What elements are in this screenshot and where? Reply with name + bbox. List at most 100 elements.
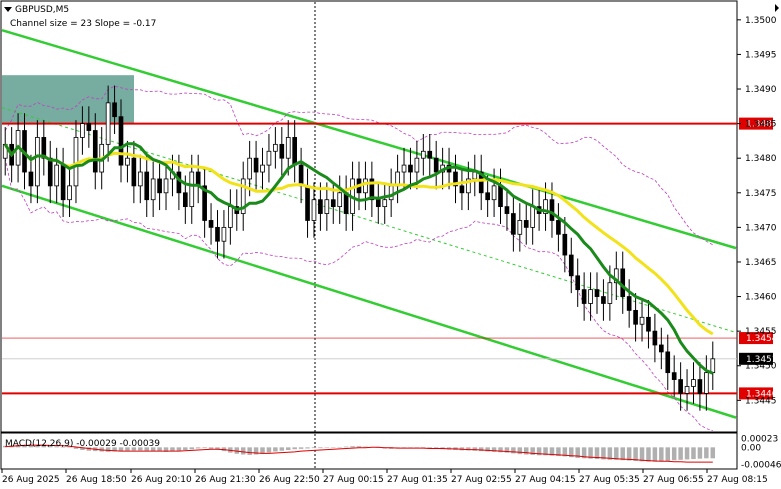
macd-bar [363, 446, 368, 448]
macd-bar [588, 447, 593, 459]
level-tag-bg [739, 387, 773, 400]
macd-bar [710, 447, 716, 459]
scroll-right-icon[interactable] [775, 4, 779, 12]
macd-bar [285, 447, 291, 450]
candle-body [697, 379, 703, 394]
macd-bar [581, 447, 587, 459]
candle-body [472, 171, 478, 180]
macd-bar [427, 447, 433, 449]
macd-bar [485, 447, 490, 452]
macd-label: MACD(12,26,9) -0.00029 -0.00039 [5, 439, 160, 449]
macd-bar [646, 447, 651, 462]
x-tick-label: 26 Aug 21:30 [195, 475, 256, 485]
y-tick-label: 1.3500 [745, 16, 777, 26]
candle-body [144, 171, 150, 201]
candle-body [247, 157, 252, 180]
macd-bar [594, 447, 600, 460]
candle-body [575, 275, 581, 291]
band-upper [4, 85, 713, 246]
level-tag: 1.3485 [746, 120, 778, 130]
macd-bar [138, 447, 143, 451]
macd-bar [240, 447, 246, 455]
candle-body [279, 143, 285, 159]
candle-body [408, 164, 413, 173]
macd-bar [562, 447, 568, 457]
candle-body [562, 233, 568, 256]
candle-body [620, 268, 626, 297]
macd-bar [202, 447, 207, 449]
candle-body [420, 150, 426, 159]
candle-body [607, 282, 613, 304]
macd-bar [80, 447, 85, 450]
macd-bar [176, 447, 182, 451]
candle-body [613, 268, 619, 284]
candle-body [710, 358, 716, 374]
x-tick-label: 27 Aug 08:15 [707, 475, 768, 485]
macd-bar [697, 447, 703, 459]
macd-bar [324, 447, 330, 448]
candle-body [665, 351, 671, 374]
macd-bar [157, 447, 162, 452]
macd-bar [414, 447, 420, 448]
ma-slow-line [3, 143, 714, 336]
macd-bar [530, 447, 535, 455]
macd-bar [260, 447, 265, 454]
current-price-tag: 1.3451 [746, 355, 778, 365]
macd-bar [266, 447, 272, 453]
macd-bar [549, 447, 555, 456]
candle-body [652, 330, 658, 346]
macd-bar [273, 447, 278, 452]
candle-body [28, 171, 34, 187]
candle-body [337, 192, 343, 208]
candle-body [556, 220, 561, 235]
macd-bar [408, 447, 413, 448]
macd-bar [150, 447, 156, 452]
candle-body [221, 226, 227, 242]
candle-body [215, 226, 220, 242]
candle-body [240, 178, 246, 214]
macd-bar [170, 447, 175, 452]
macd-bar [517, 447, 523, 455]
candle-body [318, 199, 323, 214]
level-tag: 1.3454 [746, 334, 778, 344]
candle-body [330, 199, 336, 208]
candle-body [633, 309, 638, 325]
candle-body [671, 372, 677, 380]
candle-body [678, 379, 683, 394]
macd-bar [536, 447, 542, 456]
symbol-menu-icon[interactable] [4, 7, 12, 12]
candle-body [292, 137, 298, 166]
candle-body [86, 123, 92, 131]
y-tick-label: 1.3450 [745, 362, 777, 372]
macd-bar [67, 447, 72, 448]
macd-bar [356, 446, 362, 448]
macd-bar [620, 447, 625, 461]
candle-body [163, 178, 169, 194]
candle-body [67, 185, 72, 201]
macd-bar [678, 447, 683, 460]
macd-bar [234, 447, 240, 454]
macd-signal-line [5, 444, 713, 463]
macd-bar [298, 447, 304, 449]
macd-panel-frame [0, 432, 738, 470]
macd-bar [343, 446, 349, 448]
candle-body [523, 220, 529, 228]
candle-body [137, 171, 143, 187]
candle-body [363, 178, 368, 194]
macd-bar [28, 444, 34, 448]
candle-body [658, 344, 664, 353]
macd-bar [86, 447, 92, 451]
candle-body [498, 185, 503, 208]
macd-bar [498, 447, 503, 453]
macd-bar [614, 447, 619, 460]
x-tick-label: 27 Aug 00:15 [323, 475, 384, 485]
channel-lower-line [1, 184, 737, 419]
candle-body [478, 171, 484, 194]
macd-bar [279, 447, 285, 451]
candle-body [704, 372, 709, 394]
candle-body [80, 123, 85, 138]
macd-bar [652, 447, 658, 462]
y-tick-label: 1.3485 [745, 120, 777, 130]
candle-body [414, 157, 420, 173]
